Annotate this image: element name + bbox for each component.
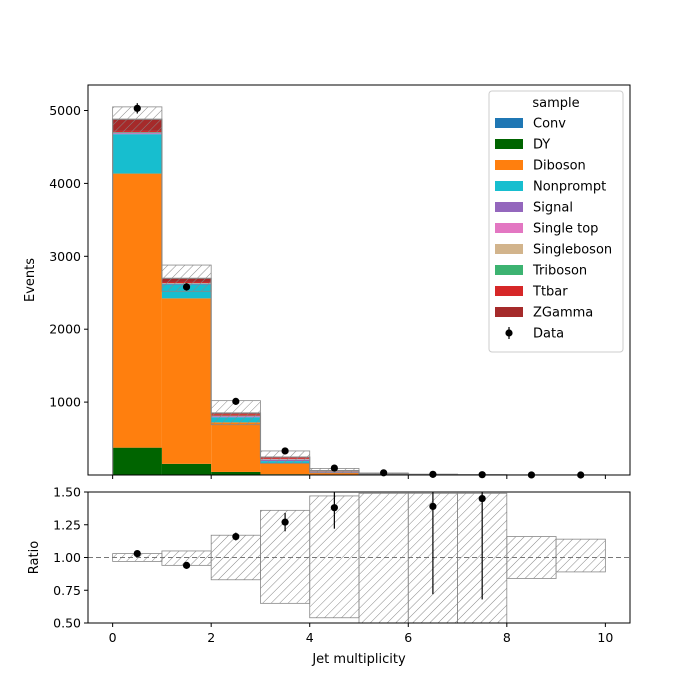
stacked-bars [112, 119, 507, 475]
ratio-point-1 [182, 561, 191, 569]
bar-dy-bin-0 [112, 447, 162, 475]
x-tick-label-1: 2 [207, 630, 215, 645]
legend-label-diboson: Diboson [533, 159, 586, 174]
legend-label-singleboson: Singleboson [533, 243, 612, 258]
main-y-tick-label-1: 2000 [49, 322, 81, 337]
legend-swatch-ttbar [495, 286, 523, 296]
main-y-tick-label-4: 5000 [49, 103, 81, 118]
bar-diboson-bin-3 [260, 463, 310, 475]
legend-label-data: Data [533, 327, 564, 342]
legend-swatch-single-top [495, 223, 523, 233]
data-point-2 [232, 397, 240, 405]
bar-diboson-bin-4 [309, 472, 359, 475]
legend-swatch-triboson [495, 265, 523, 275]
legend-label-zgamma: ZGamma [533, 306, 593, 321]
data-point-6 [429, 470, 437, 478]
ratio-point-5 [429, 502, 437, 511]
legend-label-triboson: Triboson [532, 264, 587, 279]
ratio-band-bin-9 [555, 538, 606, 573]
x-tick-label-0: 0 [109, 630, 117, 645]
main-y-tick-label-0: 1000 [49, 395, 81, 410]
ratio-y-ticks: 0.50 0.75 1.00 1.25 1.50 [53, 485, 88, 631]
y-axis-label: Events [23, 258, 38, 302]
bar-dy-bin-2 [211, 471, 261, 475]
legend-swatch-diboson [495, 160, 523, 170]
ratio-points [133, 492, 486, 600]
mc-uncertainty-band [112, 106, 508, 476]
data-points [133, 103, 585, 479]
legend-title: sample [532, 96, 579, 111]
ratio-y-tick-label-0: 0.50 [53, 616, 81, 631]
ratio-y-tick-label-3: 1.25 [53, 517, 81, 532]
ratio-point-6 [478, 494, 486, 503]
ratio-y-tick-label-4: 1.50 [53, 485, 81, 500]
legend-swatch-dy [495, 139, 523, 149]
main-y-ticks: 1000 2000 3000 4000 5000 [49, 103, 88, 410]
legend-label-dy: DY [533, 138, 550, 153]
main-panel: 1000 2000 3000 4000 5000 Events [23, 84, 631, 479]
bar-diboson-bin-1 [161, 298, 212, 464]
data-point-1 [182, 283, 191, 291]
ratio-point-4 [330, 504, 338, 512]
legend-swatch-conv [495, 118, 523, 128]
bar-diboson-bin-2 [211, 422, 261, 472]
legend-label-signal: Signal [533, 201, 573, 216]
legend: sample Conv DY Diboson Nonprompt Signal Singl… [488, 90, 624, 353]
legend-swatch-signal [495, 202, 523, 212]
main-plot-frame [87, 84, 631, 476]
legend-swatch-nonprompt [495, 181, 523, 191]
x-axis-label: Jet multiplicity [311, 652, 406, 667]
main-y-tick-label-3: 4000 [49, 176, 81, 191]
bar-diboson-bin-0 [112, 173, 162, 448]
bar-signal-bin-0 [112, 133, 162, 135]
legend-label-conv: Conv [533, 117, 566, 132]
ratio-point-2 [232, 532, 240, 541]
data-point-0 [133, 104, 141, 112]
ratio-y-axis-label: Ratio [27, 541, 42, 574]
legend-items: Conv DY Diboson Nonprompt Signal Single top Si… [495, 117, 612, 342]
ratio-panel: 0.50 0.75 1.00 1.25 1.50 0 2 4 6 8 10 Ratio Jet m… [27, 485, 631, 667]
legend-label-single-top: Single top [533, 222, 598, 237]
ratio-x-ticks: 0 2 4 6 8 10 [109, 623, 613, 645]
legend-swatch-zgamma [495, 307, 523, 317]
ratio-y-tick-label-1: 0.75 [53, 583, 81, 598]
ratio-point-3 [281, 518, 289, 526]
bar-dy-bin-1 [161, 463, 212, 475]
legend-swatch-singleboson [495, 244, 523, 254]
main-y-tick-label-2: 3000 [49, 249, 81, 264]
bar-nonprompt-bin-0 [112, 134, 162, 174]
ratio-uncertainty-band [112, 492, 606, 624]
x-tick-label-5: 10 [597, 630, 613, 645]
x-tick-label-2: 4 [306, 630, 314, 645]
x-tick-label-3: 6 [404, 630, 412, 645]
legend-data-marker [505, 329, 513, 337]
data-point-4 [330, 464, 338, 472]
legend-label-nonprompt: Nonprompt [533, 180, 606, 195]
ratio-band-bin-5 [358, 492, 409, 624]
ratio-point-0 [133, 549, 141, 558]
legend-label-ttbar: Ttbar [532, 285, 568, 300]
ratio-y-tick-label-2: 1.00 [53, 550, 81, 565]
x-tick-label-4: 8 [503, 630, 511, 645]
main-x-ticks [112, 475, 606, 479]
data-point-3 [281, 447, 289, 455]
